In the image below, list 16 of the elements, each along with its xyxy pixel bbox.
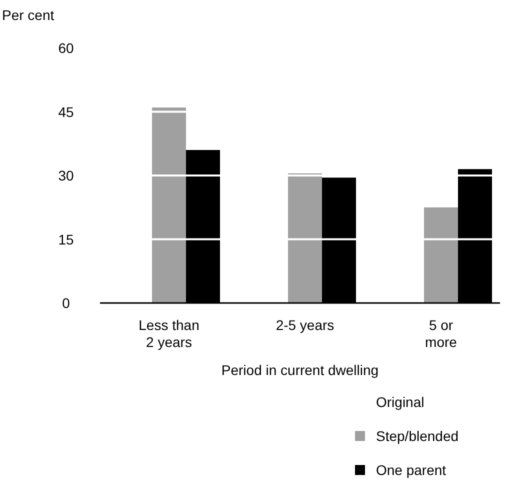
y-tick-label: 15 — [58, 231, 74, 248]
x-tick-label: Less than 2 years — [138, 317, 200, 350]
y-tick-label: 0 — [62, 295, 70, 311]
legend-label: One parent — [376, 462, 446, 478]
legend-label: Step/blended — [376, 428, 459, 444]
y-tick-label: 30 — [58, 168, 74, 184]
y-tick-label: 45 — [58, 104, 74, 120]
x-axis-title: Period in current dwelling — [221, 362, 379, 378]
x-tick-label: 2-5 years — [276, 317, 334, 333]
x-tick-label: 5 or more — [425, 317, 458, 350]
bar — [288, 173, 322, 303]
y-tick-label: 60 — [58, 40, 74, 56]
y-axis-title: Per cent — [2, 7, 54, 23]
bar — [424, 207, 458, 303]
text: Original — [376, 394, 424, 410]
bar — [152, 108, 186, 303]
